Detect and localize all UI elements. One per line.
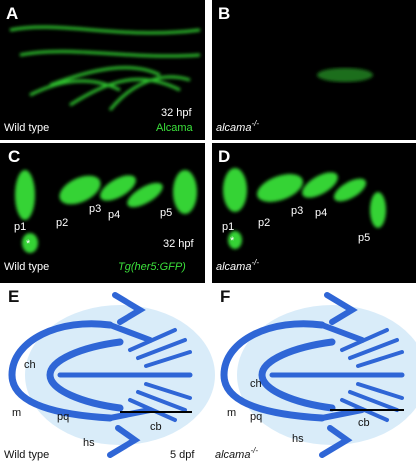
panel-b	[212, 0, 416, 140]
pouch-label: p5	[160, 207, 172, 219]
marker: *	[230, 235, 235, 247]
alcama-stain	[9, 25, 201, 111]
panel-letter: A	[6, 4, 18, 23]
structure-label: pq	[57, 411, 69, 423]
cartilage-e	[12, 295, 215, 455]
stage: 32 hpf	[163, 238, 195, 250]
panel-letter: C	[8, 147, 20, 166]
pharyngeal-pouches	[223, 168, 386, 249]
marker: *	[26, 238, 31, 250]
structure-label: m	[227, 407, 236, 419]
genotype: alcama-/-	[215, 446, 258, 461]
pouch-label: p2	[56, 217, 68, 229]
panel-letter: E	[8, 287, 19, 306]
pouch-label: p3	[89, 203, 101, 215]
panel-letter: D	[218, 147, 230, 166]
pharyngeal-pouches	[15, 170, 197, 253]
stage: 5 dpf	[170, 449, 195, 461]
stage: 32 hpf	[161, 107, 193, 119]
structure-label: pq	[250, 411, 262, 423]
structure-label: ch	[24, 359, 36, 371]
pouch-label: p4	[315, 207, 327, 219]
structure-label: hs	[292, 433, 304, 445]
genotype: alcama-/-	[216, 258, 259, 273]
structure-label: m	[12, 407, 21, 419]
pouch-label: p2	[258, 217, 270, 229]
pouch-label: p5	[358, 232, 370, 244]
genotype: alcama-/-	[216, 119, 259, 134]
transgene: Tg(her5:GFP)	[118, 261, 186, 273]
structure-label: cb	[358, 417, 370, 429]
genotype: Wild type	[4, 449, 49, 461]
pouch-label: p3	[291, 205, 303, 217]
stain: Alcama	[156, 122, 194, 134]
pouch-label: p1	[222, 221, 234, 233]
cartilage-f	[224, 295, 416, 455]
structure-label: hs	[83, 437, 95, 449]
panel-letter: B	[218, 4, 230, 23]
panel-letter: F	[220, 287, 230, 306]
faint-stain	[317, 68, 373, 82]
structure-label: ch	[250, 378, 262, 390]
pouch-label: p1	[14, 221, 26, 233]
structure-label: cb	[150, 421, 162, 433]
pouch-label: p4	[108, 209, 120, 221]
genotype: Wild type	[4, 122, 49, 134]
genotype: Wild type	[4, 261, 49, 273]
panel-c	[0, 143, 205, 283]
